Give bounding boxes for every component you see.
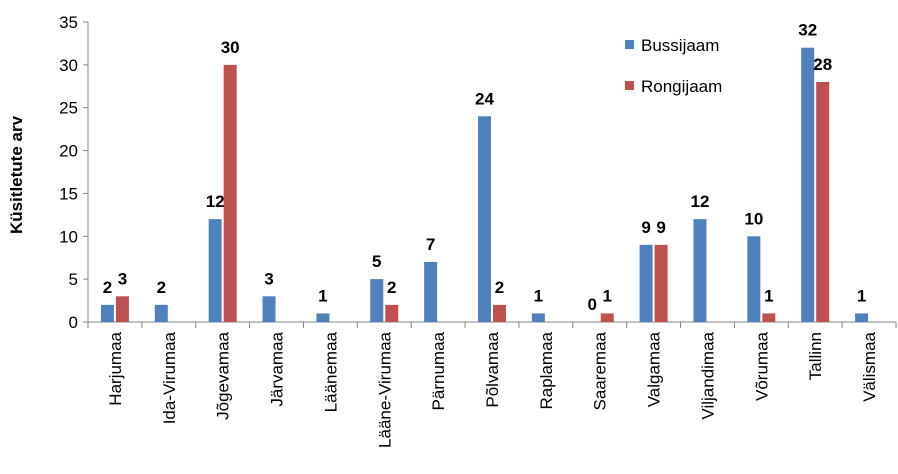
x-tick-label: Harjumaa bbox=[106, 331, 125, 405]
data-label: 30 bbox=[221, 38, 240, 57]
y-tick-label: 35 bbox=[59, 13, 78, 32]
bar-rongijaam bbox=[493, 304, 506, 322]
x-tick-label: Jõgevamaa bbox=[214, 331, 233, 419]
data-label: 0 bbox=[587, 295, 596, 314]
x-tick-label: Välismaa bbox=[860, 331, 879, 401]
x-tick-label: Põlvamaa bbox=[483, 331, 502, 407]
bar-bussijaam bbox=[100, 304, 114, 322]
bar-bussijaam bbox=[262, 296, 276, 322]
bar-bussijaam bbox=[801, 47, 815, 322]
data-label: 9 bbox=[656, 218, 665, 237]
bar-bussijaam bbox=[693, 219, 707, 322]
x-tick-label: Ida-Virumaa bbox=[160, 331, 179, 424]
data-label: 2 bbox=[387, 278, 396, 297]
bar-rongijaam bbox=[816, 82, 830, 322]
data-label: 1 bbox=[534, 286, 543, 305]
bar-rongijaam bbox=[762, 313, 776, 322]
legend-label: Rongijaam bbox=[641, 77, 722, 96]
x-tick-label: Pärnumaa bbox=[429, 331, 448, 410]
bar-rongijaam bbox=[654, 244, 668, 322]
data-label: 2 bbox=[157, 278, 166, 297]
bar-bussijaam bbox=[370, 279, 384, 322]
data-label: 3 bbox=[264, 269, 273, 288]
data-label: 7 bbox=[426, 235, 435, 254]
bar-bussijaam bbox=[639, 244, 653, 322]
y-tick-label: 25 bbox=[59, 99, 78, 118]
bars bbox=[100, 47, 869, 323]
data-label: 10 bbox=[744, 209, 763, 228]
data-label: 5 bbox=[372, 252, 381, 271]
y-tick-label: 0 bbox=[69, 313, 78, 332]
x-tick-label: Tallinn bbox=[806, 332, 825, 380]
y-tick-label: 10 bbox=[59, 227, 78, 246]
bar-bussijaam bbox=[154, 304, 168, 322]
data-label: 12 bbox=[206, 192, 225, 211]
x-tick-label: Valgamaa bbox=[645, 331, 664, 407]
bar-rongijaam bbox=[115, 296, 129, 322]
data-label: 24 bbox=[475, 89, 494, 108]
bar-bussijaam bbox=[208, 219, 222, 322]
bar-bussijaam bbox=[478, 116, 491, 323]
bar-bussijaam bbox=[855, 313, 869, 322]
bar-rongijaam bbox=[385, 304, 399, 322]
legend: Bussijaam Rongijaam bbox=[625, 36, 722, 96]
bar-rongijaam bbox=[600, 313, 614, 322]
bar-bussijaam bbox=[424, 262, 438, 322]
y-tick-label: 30 bbox=[59, 56, 78, 75]
data-label: 1 bbox=[857, 286, 866, 305]
y-tick-label: 5 bbox=[69, 270, 78, 289]
y-tick-label: 20 bbox=[59, 142, 78, 161]
legend-swatch bbox=[625, 40, 634, 49]
data-label: 12 bbox=[691, 192, 710, 211]
data-label: 2 bbox=[103, 278, 112, 297]
x-tick-label: Järvamaa bbox=[268, 331, 287, 406]
x-tick-label: Lääne-Virumaa bbox=[375, 331, 394, 447]
legend-swatch bbox=[625, 81, 634, 90]
bar-rongijaam bbox=[223, 64, 237, 322]
data-label: 9 bbox=[641, 218, 650, 237]
x-tick-label: Võrumaa bbox=[752, 331, 771, 401]
bar-bussijaam bbox=[747, 236, 761, 322]
data-label: 1 bbox=[318, 286, 327, 305]
data-label: 1 bbox=[764, 286, 773, 305]
legend-label: Bussijaam bbox=[641, 36, 719, 55]
y-axis-title: Küsitletute arv bbox=[7, 115, 26, 234]
data-label: 2 bbox=[495, 278, 504, 297]
x-tick-label: Saaremaa bbox=[591, 331, 610, 410]
data-label: 28 bbox=[813, 55, 832, 74]
x-tick-label: Viljandimaa bbox=[698, 331, 717, 419]
x-tick-label: Läänemaa bbox=[321, 331, 340, 412]
data-label: 3 bbox=[118, 269, 127, 288]
data-label: 32 bbox=[798, 21, 817, 40]
bar-bussijaam bbox=[316, 313, 330, 322]
data-label: 1 bbox=[602, 286, 611, 305]
bar-bussijaam bbox=[531, 313, 545, 322]
x-tick-label: Raplamaa bbox=[537, 331, 556, 409]
y-tick-label: 15 bbox=[59, 184, 78, 203]
